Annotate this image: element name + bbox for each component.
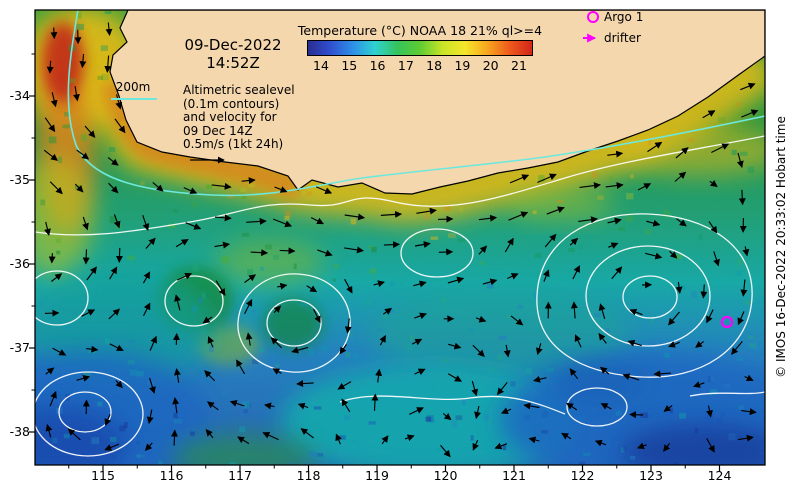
annotation-line: 0.5m/s (1kt 24h) — [183, 137, 284, 151]
map-datetime: 09-Dec-2022 14:52Z — [166, 36, 300, 72]
imos-credit-text: © IMOS 16-Dec-2022 20:33:02 Hobart time — [774, 116, 788, 378]
map-time: 14:52Z — [206, 54, 260, 72]
y-tick-label: -35 — [9, 172, 30, 187]
ocean-layer — [35, 10, 765, 465]
colorbar-tick: 18 — [426, 58, 443, 73]
colorbar-tick: 15 — [341, 58, 358, 73]
velocity-arrows — [43, 22, 759, 458]
x-tick-label: 121 — [502, 468, 526, 483]
bathymetry-200m-line — [67, 10, 765, 197]
colorbar-tick: 16 — [369, 58, 386, 73]
x-tick-label: 118 — [296, 468, 321, 483]
annotation-line: and velocity for — [183, 110, 277, 124]
x-tick-label: 120 — [433, 468, 458, 483]
x-tick-label: 116 — [159, 468, 184, 483]
x-tick-label: 115 — [91, 468, 115, 483]
map-date: 09-Dec-2022 — [184, 36, 282, 54]
colorbar-tick-labels: 14 15 16 17 18 19 20 21 — [307, 58, 533, 73]
colorbar-tick: 19 — [454, 58, 471, 73]
y-tick-label: -37 — [9, 340, 30, 355]
x-tick-label: 119 — [365, 468, 389, 483]
bathymetry-legend-line — [111, 98, 157, 100]
annotation-line: Altimetric sealevel — [183, 83, 295, 97]
colorbar-tick: 20 — [482, 58, 499, 73]
axes-frame — [29, 9, 766, 471]
argo-float-marker — [720, 315, 734, 329]
legend-markers — [583, 11, 599, 43]
colorbar-tick: 14 — [313, 58, 329, 73]
axis-ticks — [29, 53, 721, 471]
x-tick-label: 124 — [707, 468, 732, 483]
drifter-legend-label: drifter — [604, 31, 641, 45]
annotation-line: (0.1m contours) — [183, 96, 280, 111]
x-tick-label: 122 — [570, 468, 595, 483]
y-tick-label: -36 — [9, 256, 30, 271]
colorbar-title: Temperature (°C) NOAA 18 21% ql>=4 — [297, 23, 543, 38]
colorbar-tick: 17 — [397, 58, 414, 73]
y-tick-label: -38 — [9, 424, 30, 439]
annotation-line: 09 Dec 14Z — [183, 123, 253, 138]
altimetry-annotation: Altimetric sealevel (0.1m contours) and … — [183, 83, 295, 152]
colorbar-gradient — [307, 40, 533, 56]
x-tick-label: 117 — [228, 468, 252, 483]
argo-legend-label: Argo 1 — [604, 10, 644, 24]
y-tick-label: -34 — [9, 88, 30, 103]
depth-contour-label: 200m — [115, 80, 151, 94]
x-tick-label: 123 — [639, 468, 663, 483]
colorbar-tick: 21 — [511, 58, 527, 73]
argo-legend-icon — [587, 11, 599, 23]
